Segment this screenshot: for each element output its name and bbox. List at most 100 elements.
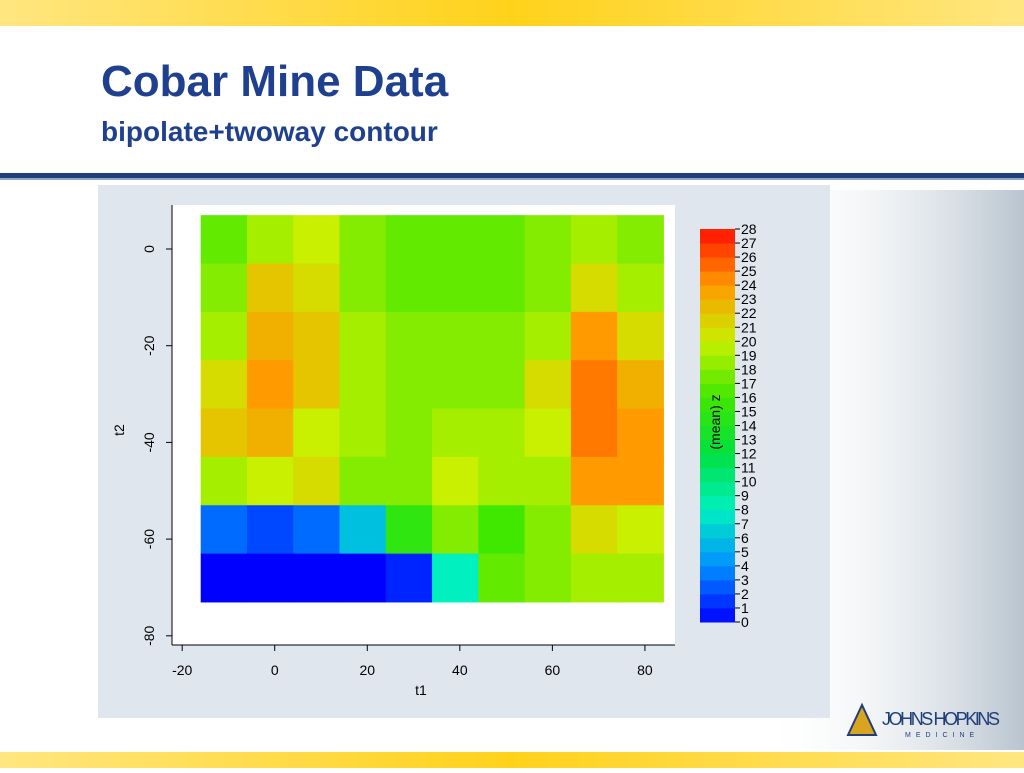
colorbar-tick-label: 1 (741, 600, 749, 616)
colorbar-tick-label: 10 (741, 474, 757, 490)
title: Cobar Mine Data (101, 57, 449, 106)
contour-cell (246, 505, 294, 555)
colorbar-tick-label: 14 (741, 418, 757, 434)
colorbar-band (700, 257, 735, 272)
colorbar-tick-label: 13 (741, 432, 757, 448)
contour-cell (524, 215, 572, 265)
colorbar-tick-label: 28 (741, 221, 757, 237)
contour-cell (617, 311, 664, 361)
colorbar-band (700, 327, 735, 342)
contour-cell (293, 505, 341, 555)
x-tick-label: -20 (172, 662, 192, 678)
colorbar-band (700, 355, 735, 370)
contour-cell (617, 553, 664, 603)
colorbar-tick-label: 17 (741, 375, 757, 391)
contour-cell (570, 408, 618, 458)
rule-light (0, 178, 1024, 180)
contour-cell (200, 553, 248, 603)
colorbar-tick-label: 20 (741, 333, 757, 349)
colorbar-band (700, 341, 735, 356)
colorbar-tick-label: 27 (741, 235, 757, 251)
colorbar-band (700, 243, 735, 258)
contour-cell (478, 311, 526, 361)
colorbar-band (700, 285, 735, 300)
contour-cell (432, 456, 479, 506)
colorbar-tick-label: 15 (741, 403, 757, 419)
contour-cell (385, 505, 433, 555)
contour-cell (293, 215, 341, 265)
contour-cell (478, 215, 526, 265)
contour-cell (478, 360, 526, 410)
contour-cell (432, 311, 479, 361)
contour-cell (293, 408, 341, 458)
contour-cell (617, 263, 664, 313)
colorbar-band (700, 551, 735, 567)
colorbar-band (700, 369, 735, 384)
x-tick-label: 80 (637, 662, 653, 678)
contour-cell (432, 360, 479, 410)
y-tick-label: -60 (141, 529, 157, 549)
colorbar-tick-label: 18 (741, 361, 757, 377)
contour-cell (339, 215, 387, 265)
contour-cell (200, 215, 248, 265)
colorbar-band (700, 383, 735, 398)
contour-cell (339, 408, 387, 458)
contour-cell (478, 408, 526, 458)
contour-cell (570, 215, 618, 265)
contour-cell (432, 553, 479, 603)
colorbar-tick-label: 23 (741, 291, 757, 307)
contour-cell (432, 408, 479, 458)
contour-cell (200, 263, 248, 313)
contour-cell (246, 215, 294, 265)
colorbar-tick-label: 24 (741, 277, 757, 293)
contour-cell (246, 311, 294, 361)
contour-cell (293, 456, 341, 506)
colorbar-tick-label: 21 (741, 319, 757, 335)
contour-cell (524, 456, 572, 506)
contour-cell (200, 456, 248, 506)
x-tick-label: 0 (271, 662, 279, 678)
contour-cell (524, 311, 572, 361)
contour-cell (385, 215, 433, 265)
contour-cell (432, 215, 479, 265)
contour-cell (524, 263, 572, 313)
colorbar-band (700, 397, 735, 412)
colorbar-band (700, 523, 735, 539)
colorbar-tick-label: 0 (741, 614, 749, 630)
contour-cell (570, 553, 618, 603)
contour-cell (339, 311, 387, 361)
contour-cell (385, 311, 433, 361)
top-band (0, 0, 1024, 26)
contour-cell (432, 505, 479, 555)
contour-cell (617, 215, 664, 265)
contour-cell (246, 553, 294, 603)
contour-cell (246, 408, 294, 458)
contour-cell (432, 263, 479, 313)
colorbar-tick-label: 5 (741, 544, 749, 560)
x-tick-label: 60 (545, 662, 561, 678)
logo-sub: MEDICINE (905, 732, 979, 739)
contour-cell (385, 553, 433, 603)
colorbar-band (700, 495, 735, 511)
logo-name: JOHNS HOPKINS (882, 709, 1000, 729)
colorbar-tick-label: 2 (741, 586, 749, 602)
colorbar-band (700, 593, 735, 609)
contour-cell (293, 263, 341, 313)
colorbar-band (700, 537, 735, 553)
contour-cell (385, 456, 433, 506)
contour-cell (524, 360, 572, 410)
contour-cell (478, 456, 526, 506)
colorbar-tick-label: 26 (741, 249, 757, 265)
colorbar-band (700, 411, 735, 426)
colorbar-tick-label: 25 (741, 263, 757, 279)
colorbar-tick-label: 4 (741, 558, 749, 574)
contour-cell (617, 360, 664, 410)
contour-cell (339, 456, 387, 506)
contour-cell (570, 311, 618, 361)
contour-cell (617, 408, 664, 458)
colorbar-band (700, 481, 735, 497)
colorbar-band (700, 467, 735, 483)
contour-cell (385, 263, 433, 313)
contour-plot: -20 0 20 40 60 800-20-40-60-80012345678910111… (141, 215, 757, 678)
